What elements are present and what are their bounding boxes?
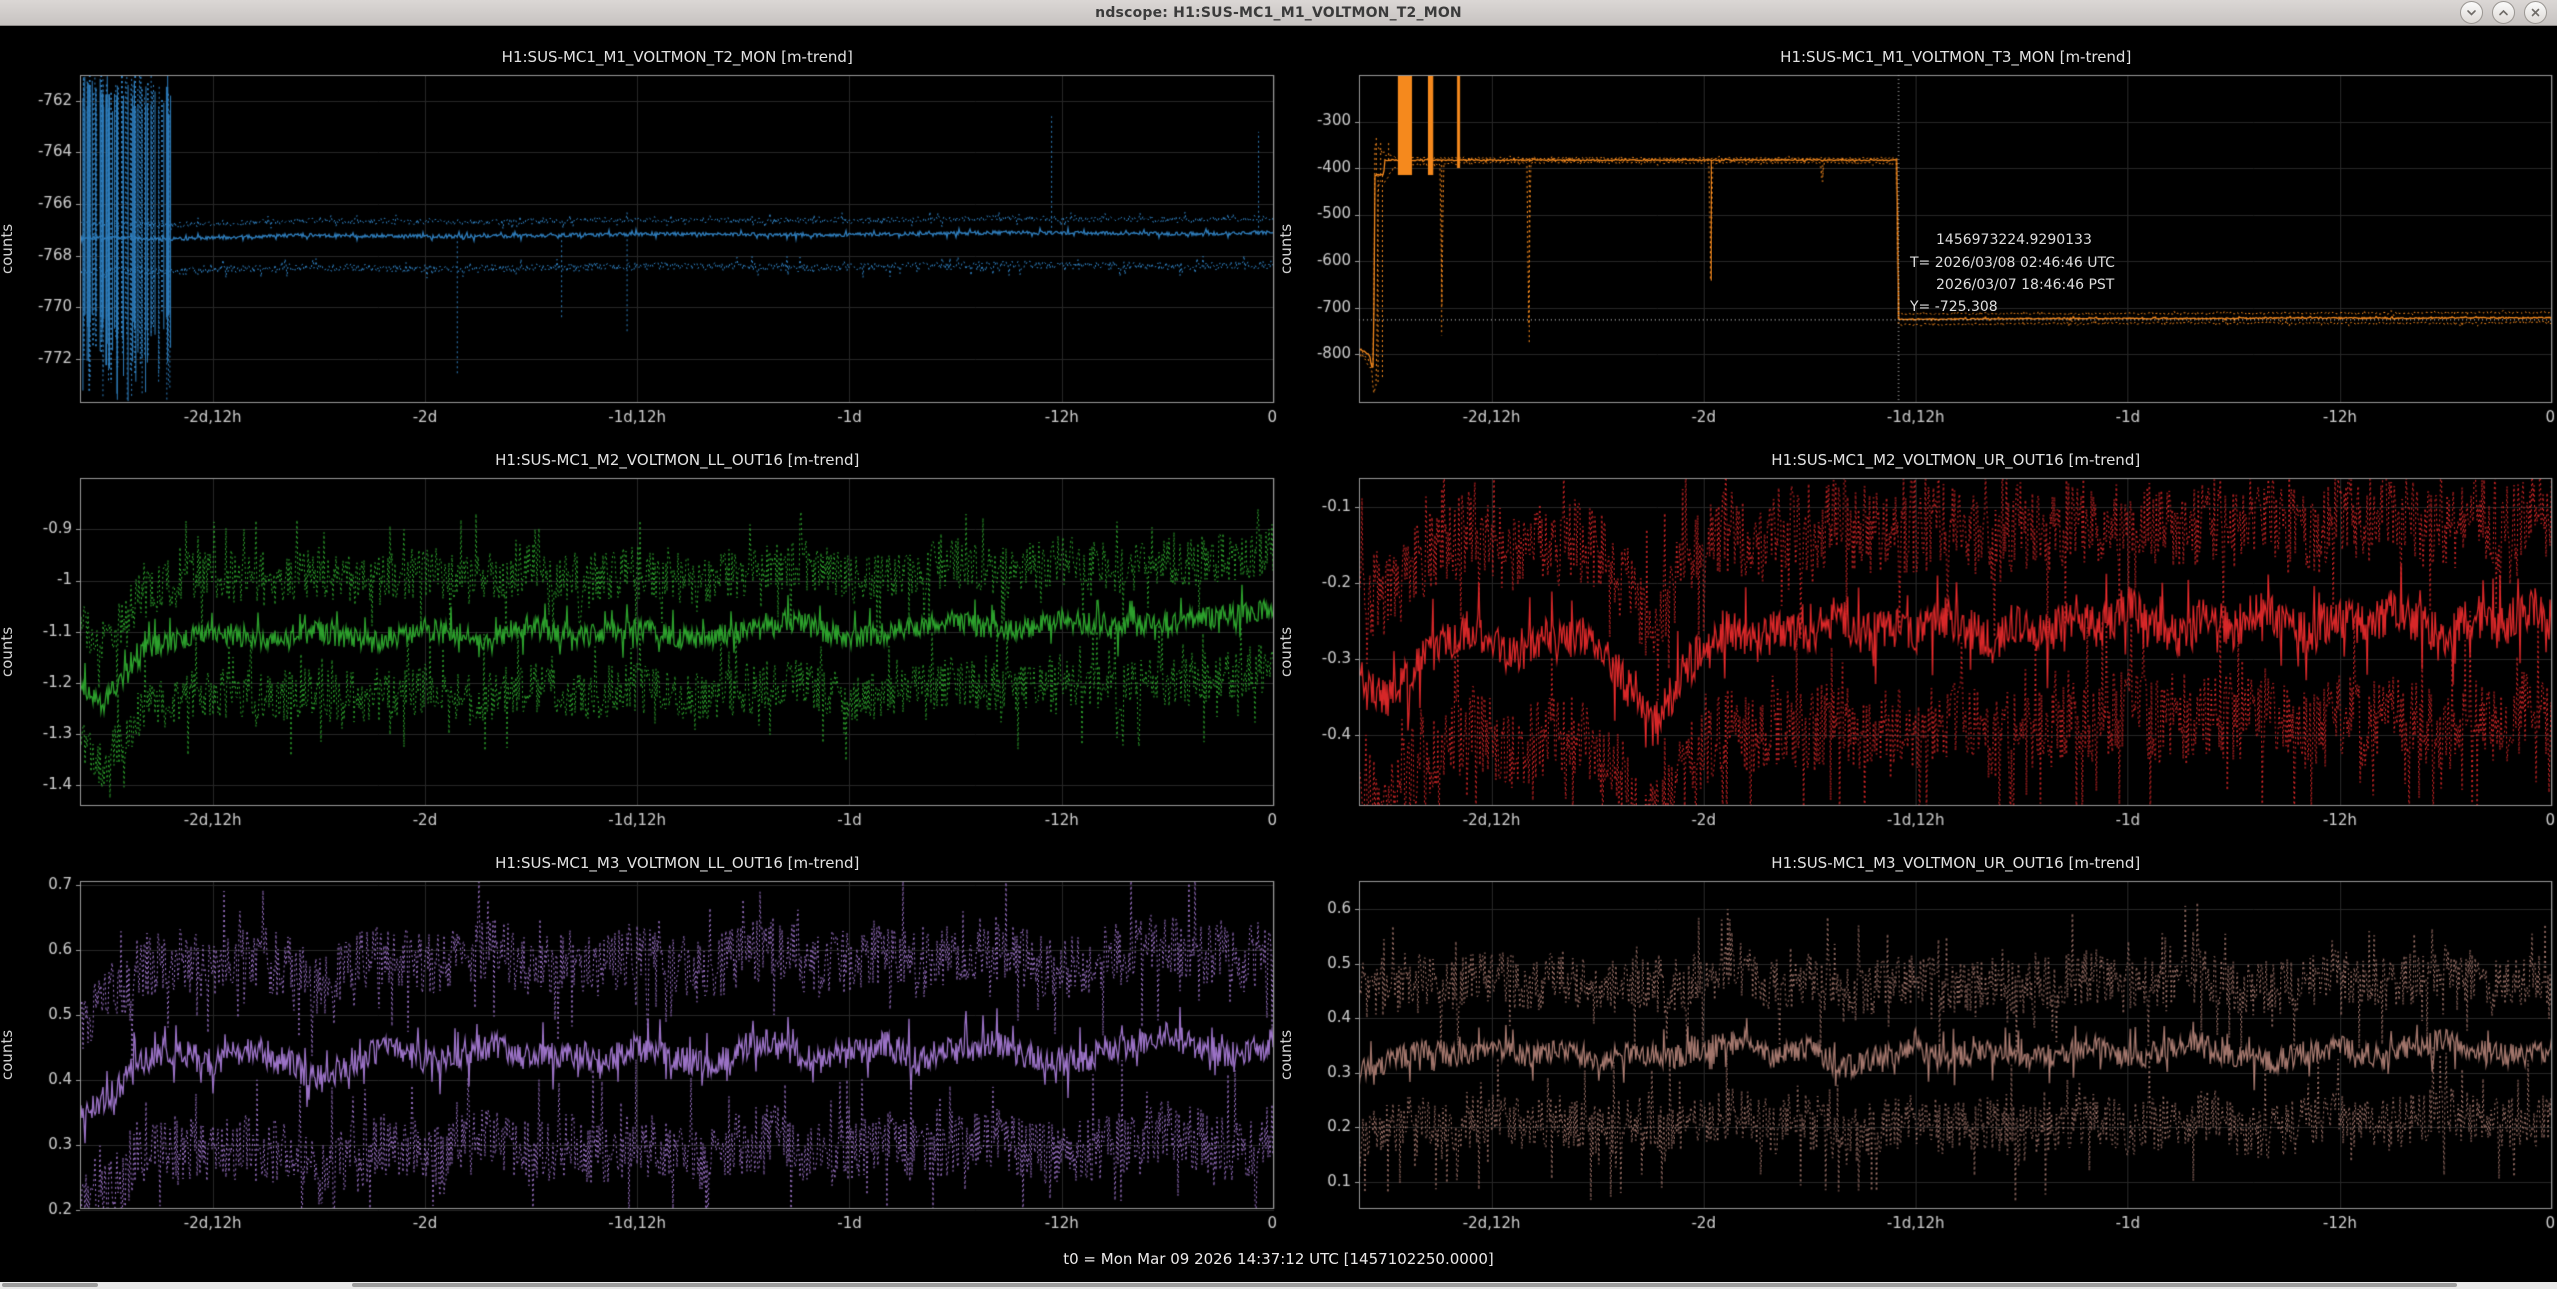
minimize-button[interactable] — [2460, 1, 2483, 24]
t0-label: t0 = Mon Mar 09 2026 14:37:12 UTC [14571… — [1063, 1250, 1494, 1268]
plot-canvas-m3-ll[interactable] — [0, 875, 1279, 1235]
plot-body: counts — [0, 875, 1279, 1235]
plot-canvas-m3-ur[interactable] — [1279, 875, 2557, 1235]
status-bar: t0 = Mon Mar 09 2026 14:37:12 UTC [14571… — [0, 1235, 2557, 1282]
close-button[interactable] — [2524, 1, 2547, 24]
resize-grip-right[interactable] — [352, 1283, 2457, 1287]
plot-cell-m2-ur: H1:SUS-MC1_M2_VOLTMON_UR_OUT16 [m-trend]… — [1279, 429, 2557, 832]
window-titlebar[interactable]: ndscope: H1:SUS-MC1_M1_VOLTMON_T2_MON — [0, 0, 2557, 26]
plot-grid: H1:SUS-MC1_M1_VOLTMON_T2_MON [m-trend] c… — [0, 26, 2557, 1235]
ndscope-window: ndscope: H1:SUS-MC1_M1_VOLTMON_T2_MON H1… — [0, 0, 2557, 1289]
plot-title: H1:SUS-MC1_M2_VOLTMON_UR_OUT16 [m-trend] — [1279, 429, 2557, 472]
plot-title: H1:SUS-MC1_M3_VOLTMON_UR_OUT16 [m-trend] — [1279, 832, 2557, 875]
plot-body: counts — [1279, 875, 2557, 1235]
plot-cell-m3-ur: H1:SUS-MC1_M3_VOLTMON_UR_OUT16 [m-trend]… — [1279, 832, 2557, 1235]
maximize-button[interactable] — [2492, 1, 2515, 24]
plot-title: H1:SUS-MC1_M2_VOLTMON_LL_OUT16 [m-trend] — [0, 429, 1279, 472]
plot-title: H1:SUS-MC1_M3_VOLTMON_LL_OUT16 [m-trend] — [0, 832, 1279, 875]
plot-canvas-t3-mon[interactable] — [1279, 69, 2557, 429]
window-bottom-edge[interactable] — [0, 1282, 2557, 1289]
plot-canvas-m2-ll[interactable] — [0, 472, 1279, 832]
window-title: ndscope: H1:SUS-MC1_M1_VOLTMON_T2_MON — [1095, 5, 1462, 21]
resize-grip-left[interactable] — [2, 1283, 98, 1287]
chevron-up-icon — [2498, 3, 2509, 22]
chevron-down-icon — [2466, 3, 2477, 22]
close-icon — [2530, 3, 2541, 22]
plot-canvas-t2-mon[interactable] — [0, 69, 1279, 429]
plot-body: counts — [0, 472, 1279, 832]
plot-body: counts — [0, 69, 1279, 429]
plot-cell-m2-ll: H1:SUS-MC1_M2_VOLTMON_LL_OUT16 [m-trend]… — [0, 429, 1279, 832]
plot-cell-t2-mon: H1:SUS-MC1_M1_VOLTMON_T2_MON [m-trend] c… — [0, 26, 1279, 429]
plot-cell-t3-mon: H1:SUS-MC1_M1_VOLTMON_T3_MON [m-trend] c… — [1279, 26, 2557, 429]
plot-body: counts — [1279, 472, 2557, 832]
plot-canvas-m2-ur[interactable] — [1279, 472, 2557, 832]
plot-title: H1:SUS-MC1_M1_VOLTMON_T2_MON [m-trend] — [0, 26, 1279, 69]
window-buttons — [2460, 0, 2547, 25]
plot-body: counts 1456973224.9290133 T= 2026/03/08 … — [1279, 69, 2557, 429]
plot-cell-m3-ll: H1:SUS-MC1_M3_VOLTMON_LL_OUT16 [m-trend]… — [0, 832, 1279, 1235]
plot-title: H1:SUS-MC1_M1_VOLTMON_T3_MON [m-trend] — [1279, 26, 2557, 69]
